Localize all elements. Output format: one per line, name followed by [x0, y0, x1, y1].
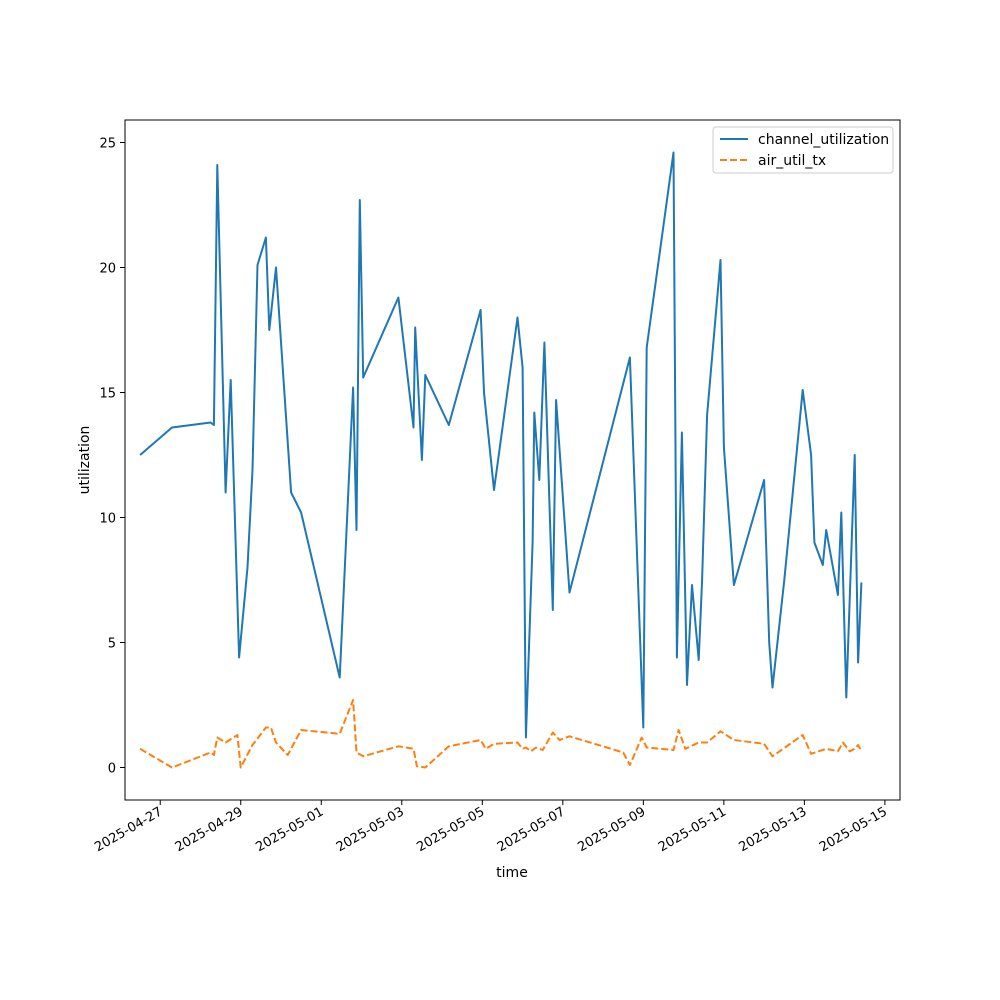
series-layer: [139, 151, 863, 769]
legend: channel_utilization air_util_tx: [712, 126, 894, 174]
y-tick-label: 5: [108, 637, 116, 652]
y-axis: 0 5 10 15 20 25: [99, 137, 125, 777]
plot-frame: [124, 119, 901, 801]
x-axis-label: time: [496, 865, 528, 881]
legend-box: [712, 126, 894, 174]
legend-label-air-util-tx: air_util_tx: [758, 153, 826, 169]
y-tick-label: 15: [99, 387, 116, 402]
legend-label-channel-utilization: channel_utilization: [758, 132, 889, 148]
series-line-channel-utilization: [139, 151, 863, 739]
y-tick-label: 10: [99, 512, 116, 527]
series-line-air-util-tx: [139, 699, 863, 769]
y-tick-label: 25: [99, 137, 116, 152]
y-tick-label: 20: [99, 262, 116, 277]
y-tick-label: 0: [108, 762, 116, 777]
y-axis-label: utilization: [77, 426, 93, 495]
